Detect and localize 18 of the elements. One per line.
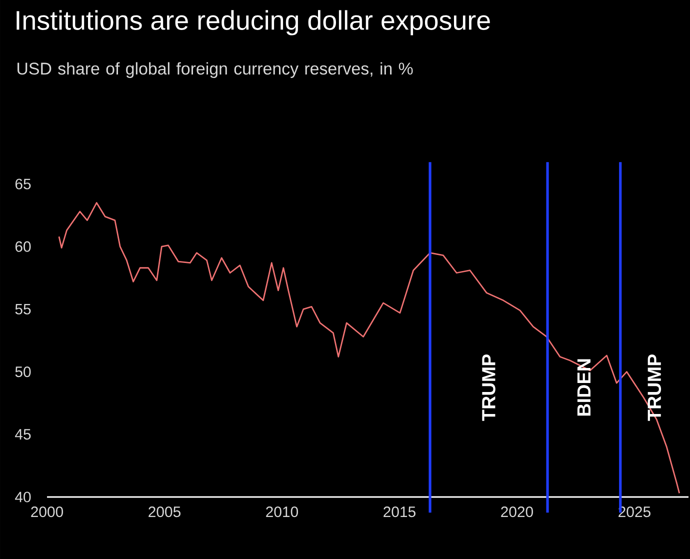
ref-line-label: BIDEN	[577, 359, 590, 416]
x-tick-label: 2015	[384, 506, 416, 518]
line-series	[58, 202, 680, 494]
y-tick-label: 45	[15, 429, 31, 440]
x-tick-label: 2005	[148, 506, 180, 518]
y-tick-label: 40	[15, 492, 31, 502]
x-tick-label: 2025	[618, 506, 650, 518]
chart-subtitle: USD share of global foreign currency reserves, in %	[18, 62, 413, 78]
x-tick-label: 2010	[266, 506, 298, 518]
x-tick-label: 2000	[31, 506, 64, 518]
ref-line-label: TRUMP	[482, 354, 496, 421]
chart-title: Institutions are reducing dollar exposure	[16, 10, 490, 36]
x-tick-label: 2020	[501, 506, 533, 518]
y-tick-label: 60	[15, 241, 31, 252]
y-tick-label: 55	[15, 304, 31, 314]
y-tick-label: 50	[15, 366, 31, 378]
ref-line-label: TRUMP	[648, 354, 662, 421]
y-tick-label: 65	[15, 178, 31, 190]
